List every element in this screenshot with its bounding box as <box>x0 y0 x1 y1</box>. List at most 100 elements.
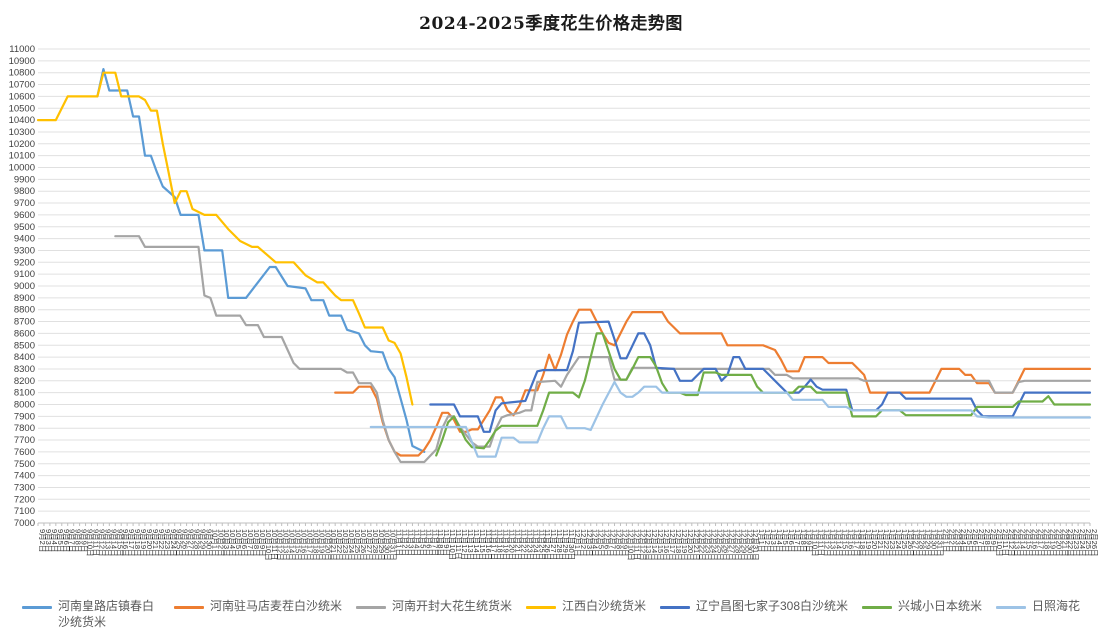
x-axis-label: 1月6日 <box>787 529 796 552</box>
x-axis-label: 12月3日 <box>585 529 594 557</box>
x-axis-label: 9月18日 <box>133 529 142 557</box>
x-axis-label: 9月6日 <box>62 529 71 552</box>
x-axis-label: 9月24日 <box>169 529 178 557</box>
x-axis-label: 9月16日 <box>121 529 130 557</box>
x-axis-label: 11月25日 <box>537 529 546 560</box>
x-axis-label: 1月4日 <box>775 529 784 552</box>
y-axis-label: 7100 <box>14 506 35 517</box>
legend-item: 辽宁昌图七家子308白沙统米 <box>659 598 848 614</box>
x-axis-label: 9月20日 <box>145 529 154 557</box>
x-axis-label: 10月30日 <box>383 529 392 561</box>
y-axis-label: 9400 <box>14 234 35 245</box>
x-axis-label: 11月8日 <box>436 529 445 556</box>
x-axis-label: 1月26日 <box>906 529 915 557</box>
y-axis-label: 8900 <box>14 293 35 304</box>
x-axis-label: 9月14日 <box>109 529 118 557</box>
x-axis-label: 1月23日 <box>888 529 897 557</box>
series-line-1 <box>96 67 426 453</box>
x-axis-label: 12月11日 <box>632 529 641 560</box>
y-axis-label: 10000 <box>9 163 35 174</box>
x-axis-label: 10月31日 <box>389 529 398 561</box>
x-axis-label: 2月17日 <box>1037 529 1046 557</box>
x-axis-label: 1月12日 <box>823 529 832 557</box>
x-axis-label: 10月23日 <box>341 529 350 561</box>
x-axis-label: 9月12日 <box>97 529 106 557</box>
x-axis-label: 12月22日 <box>698 529 707 561</box>
plot-area: 7000710072007300740075007600770078007900… <box>9 44 1099 561</box>
x-axis-label: 1月15日 <box>840 529 849 557</box>
x-axis-label: 11月9日 <box>442 529 451 556</box>
y-axis-label: 9500 <box>14 222 35 233</box>
x-axis-label: 12月7日 <box>609 529 618 557</box>
y-axis-label: 7400 <box>14 471 35 482</box>
y-axis-label: 9800 <box>14 186 35 197</box>
x-axis-label: 10月14日 <box>288 529 297 561</box>
x-axis-label: 11月30日 <box>567 529 576 560</box>
x-axis-label: 9月4日 <box>50 529 59 552</box>
x-axis-label: 10月28日 <box>371 529 380 561</box>
x-axis-label: 12月8日 <box>615 529 624 557</box>
x-axis-label: 10月12日 <box>276 529 285 561</box>
x-axis-label: 9月3日 <box>44 529 53 552</box>
x-axis-label: 10月25日 <box>353 529 362 561</box>
x-axis-label: 1月28日 <box>918 529 927 557</box>
y-axis-label: 7700 <box>14 435 35 446</box>
chart-title: 2024-2025季度花生价格走势图 <box>419 14 683 34</box>
x-axis-label: 11月23日 <box>525 529 534 560</box>
x-axis-label: 2月26日 <box>1090 529 1099 557</box>
x-axis-label: 2月10日 <box>995 529 1004 557</box>
y-axis-label: 10800 <box>9 68 35 79</box>
x-axis-label: 10月21日 <box>329 529 338 561</box>
x-axis-label: 2月20日 <box>1054 529 1063 557</box>
x-axis-label: 2月18日 <box>1042 529 1051 557</box>
x-axis-label: 2月13日 <box>1013 529 1022 557</box>
y-axis-label: 7900 <box>14 411 35 422</box>
x-axis-label: 9月28日 <box>193 529 202 557</box>
x-axis-label: 12月23日 <box>704 529 713 561</box>
y-axis-label: 8800 <box>14 305 35 316</box>
x-axis-label: 11月13日 <box>466 529 475 560</box>
x-axis-label: 9月11日 <box>91 529 100 556</box>
legend-item: 河南皇路店镇春白沙统货米 <box>21 598 160 630</box>
y-axis-label: 7200 <box>14 494 35 505</box>
x-axis-label: 10月10日 <box>264 529 273 561</box>
x-axis-label: 10月19日 <box>317 529 326 561</box>
x-axis-label: 12月31日 <box>751 529 760 561</box>
x-axis-label: 11月17日 <box>490 529 499 560</box>
x-axis-label: 2月23日 <box>1072 529 1081 557</box>
y-axis-label: 8300 <box>14 364 35 375</box>
x-axis-label: 10月13日 <box>282 529 291 561</box>
x-axis-label: 12月21日 <box>692 529 701 561</box>
series-line-2 <box>334 308 1092 457</box>
x-axis-label: 11月22日 <box>519 529 528 560</box>
y-axis-label: 10200 <box>9 139 35 150</box>
legend-line-swatch <box>659 605 690 609</box>
y-axis-label: 10700 <box>9 80 35 91</box>
x-axis-label: 2月16日 <box>1031 529 1040 557</box>
x-axis-label: 10月7日 <box>246 529 255 557</box>
x-axis-label: 12月14日 <box>650 529 659 561</box>
x-axis-label: 12月30日 <box>745 529 754 561</box>
x-axis-label: 10月1日 <box>210 529 219 557</box>
x-axis-label: 10月16日 <box>300 529 309 561</box>
x-axis-label: 1月11日 <box>817 529 826 556</box>
legend-line-swatch <box>862 605 893 609</box>
x-axis-label: 1月18日 <box>858 529 867 557</box>
x-axis-label: 2月19日 <box>1048 529 1057 557</box>
x-axis-label: 12月17日 <box>668 529 677 561</box>
y-axis-label: 8600 <box>14 328 35 339</box>
x-axis-label: 9月17日 <box>127 529 136 557</box>
x-axis-label: 11月6日 <box>424 529 433 556</box>
x-axis-label: 2月7日 <box>977 529 986 552</box>
x-axis-label: 9月30日 <box>204 529 213 557</box>
x-axis-label: 12月1日 <box>573 529 582 557</box>
x-axis-label: 11月5日 <box>418 529 427 556</box>
legend-line-swatch <box>355 605 386 609</box>
x-axis-label: 9月15日 <box>115 529 124 557</box>
x-axis-label: 9月7日 <box>68 529 77 552</box>
x-axis-label: 2月2日 <box>947 529 956 552</box>
x-axis-label: 12月16日 <box>662 529 671 561</box>
chart-legend: 河南皇路店镇春白沙统货米 河南驻马店麦茬白沙统米 河南开封大花生统货米 江西白沙统货米… <box>0 598 1102 630</box>
x-axis-label: 2月14日 <box>1019 529 1028 557</box>
x-axis-label: 2月25日 <box>1084 529 1093 557</box>
